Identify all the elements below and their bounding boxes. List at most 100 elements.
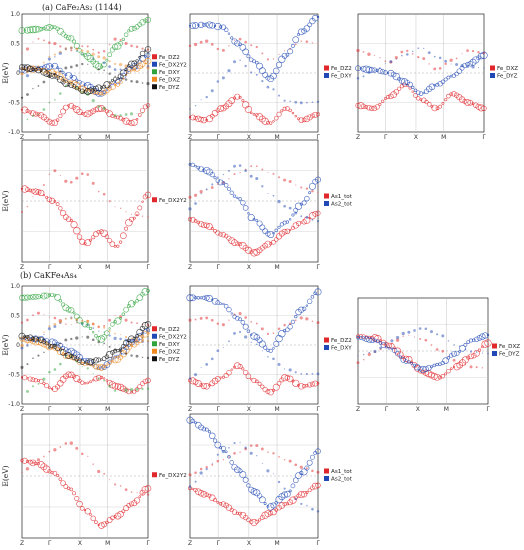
band-point xyxy=(95,374,102,381)
band-point xyxy=(449,92,453,96)
band-point xyxy=(258,340,266,348)
band-point xyxy=(69,354,73,358)
band-point xyxy=(65,34,72,41)
band-point xyxy=(368,67,375,73)
band-point xyxy=(49,24,55,30)
band-point xyxy=(233,164,236,168)
band-point xyxy=(456,68,463,74)
band-point xyxy=(113,245,117,248)
band-point xyxy=(273,115,279,121)
band-point xyxy=(211,462,213,464)
band-point xyxy=(362,353,365,356)
band-point xyxy=(120,232,127,239)
band-point xyxy=(38,26,44,32)
band-point xyxy=(291,43,295,48)
band-point xyxy=(311,101,314,103)
band-point xyxy=(267,503,275,511)
band-point xyxy=(110,322,115,327)
band-point xyxy=(56,474,60,477)
band-point xyxy=(311,482,319,490)
band-point xyxy=(47,469,52,474)
band-point xyxy=(118,41,123,46)
band-point xyxy=(284,50,286,52)
band-point xyxy=(294,497,297,501)
y-tick-label: 0 xyxy=(16,70,20,77)
band-point xyxy=(270,72,277,80)
band-point xyxy=(70,221,78,229)
band-point xyxy=(241,367,245,371)
band-point xyxy=(201,295,206,300)
band-point xyxy=(103,324,106,327)
band-point xyxy=(36,336,41,342)
band-point xyxy=(238,312,242,316)
band-point xyxy=(124,67,128,71)
x-tick-label: Z xyxy=(356,134,360,141)
band-point xyxy=(222,302,225,306)
x-tick-label: Γ xyxy=(486,406,490,413)
band-point xyxy=(32,41,34,43)
x-tick-label: M xyxy=(444,406,449,413)
band-point xyxy=(482,332,489,339)
band-point xyxy=(87,359,93,365)
chart-panel-b5: Z Γ X M Γ As1_tot As2_tot xyxy=(186,413,353,547)
band-point xyxy=(311,373,314,375)
band-point xyxy=(301,200,307,206)
band-point xyxy=(379,346,383,350)
band-point xyxy=(27,65,34,72)
band-point xyxy=(205,118,209,122)
band-point xyxy=(261,52,264,55)
band-point xyxy=(28,188,33,193)
band-point xyxy=(121,312,126,316)
band-point xyxy=(297,117,300,121)
band-point xyxy=(234,93,241,100)
legend-label: As1_tot xyxy=(331,194,353,200)
band-point xyxy=(363,336,370,343)
band-point xyxy=(253,489,261,497)
band-point xyxy=(194,318,197,321)
band-point xyxy=(124,488,128,491)
y-tick-label: 0 xyxy=(16,342,20,349)
band-point xyxy=(266,332,270,335)
band-point xyxy=(291,379,295,383)
band-point xyxy=(54,99,56,101)
band-point xyxy=(108,345,111,348)
band-point xyxy=(42,377,46,381)
band-point xyxy=(92,373,94,375)
band-point xyxy=(317,42,319,45)
band-point xyxy=(297,491,305,499)
band-point xyxy=(416,90,421,95)
band-point xyxy=(46,62,53,70)
band-point xyxy=(395,58,397,60)
band-point xyxy=(114,317,122,325)
band-point xyxy=(146,288,150,293)
band-point xyxy=(356,77,360,80)
band-point xyxy=(362,358,365,361)
legend-swatch xyxy=(492,351,497,356)
band-point xyxy=(94,520,98,524)
band-point xyxy=(468,353,474,360)
band-point xyxy=(113,336,117,340)
band-point xyxy=(29,25,37,34)
band-point xyxy=(199,467,203,471)
band-point xyxy=(242,48,249,55)
band-point xyxy=(23,64,32,72)
band-point xyxy=(294,371,297,374)
legend-swatch xyxy=(152,54,157,60)
band-point xyxy=(37,85,40,87)
band-point xyxy=(54,294,61,301)
band-point xyxy=(42,183,45,187)
band-point xyxy=(141,215,144,217)
band-point xyxy=(204,427,209,432)
band-point xyxy=(305,384,309,388)
band-point xyxy=(316,372,320,376)
band-point xyxy=(205,39,209,43)
band-point xyxy=(466,340,471,344)
band-point xyxy=(446,356,451,360)
band-point xyxy=(73,81,81,90)
band-point xyxy=(87,109,94,116)
band-point xyxy=(232,194,237,198)
band-point xyxy=(119,38,122,42)
band-point xyxy=(239,330,242,334)
band-point xyxy=(458,345,461,348)
band-point xyxy=(113,114,117,117)
